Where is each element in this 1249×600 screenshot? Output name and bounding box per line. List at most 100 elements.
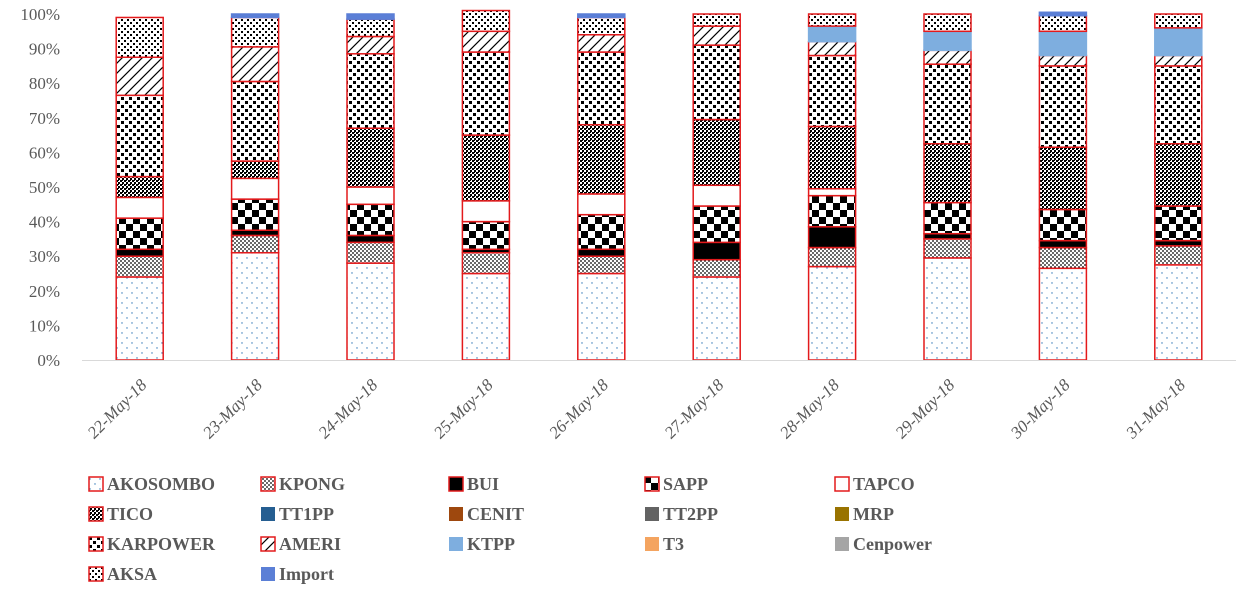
bar-segment-karpower xyxy=(1154,65,1203,145)
bar-segment-ktpp xyxy=(807,25,857,43)
bar-segment-karpower xyxy=(115,94,164,178)
bar-segment-kpong xyxy=(692,258,741,278)
bar-segment-tico xyxy=(461,134,511,202)
bar-segment-bui xyxy=(692,241,741,261)
legend-swatch xyxy=(448,476,464,492)
bar-segment-kpong xyxy=(923,238,972,259)
bar-segment-tapco xyxy=(115,196,164,219)
y-tick-label: 0% xyxy=(37,351,60,370)
bar-segment-kpong xyxy=(1038,246,1088,270)
bar-segment-sapp xyxy=(115,217,164,251)
bar-segment-kpong xyxy=(1154,245,1203,266)
bar-segment-import xyxy=(577,13,626,19)
bar-segment-tico xyxy=(923,143,972,204)
y-tick-label: 50% xyxy=(29,178,60,197)
legend-item-sapp: SAPP xyxy=(644,472,708,496)
legend-label: AKSA xyxy=(107,563,158,584)
bar-segment-aksa xyxy=(1038,14,1088,33)
legend-swatch xyxy=(261,507,275,521)
bar-segment-tico xyxy=(346,127,395,188)
bar-segment-sapp xyxy=(923,201,972,235)
bar-segment-tico xyxy=(230,160,280,180)
legend-item-tt1pp: TT1PP xyxy=(260,502,334,526)
bar-segment-aksa xyxy=(1154,13,1203,29)
legend-label: MRP xyxy=(853,503,894,524)
bar-segment-import xyxy=(1038,11,1088,17)
bar-segment-ameri xyxy=(1154,54,1203,67)
bar-segment-tapco xyxy=(230,177,280,200)
bar-segment-ktpp xyxy=(1154,27,1203,57)
bar-segment-akosombo xyxy=(692,276,741,361)
bar-segment-aksa xyxy=(577,16,626,36)
legend-item-ktpp: KTPP xyxy=(448,532,515,556)
bar-segment-karpower xyxy=(807,54,857,128)
x-tick-label: 27-May-18 xyxy=(661,375,728,442)
bar-segment-bui xyxy=(807,226,857,249)
bar-segment-import xyxy=(346,13,395,20)
legend-label: AMERI xyxy=(279,533,341,554)
bar-segment-tapco xyxy=(346,186,395,206)
bar-segment-aksa xyxy=(230,16,280,48)
bar-segment-tico xyxy=(1154,143,1203,207)
bar-segment-karpower xyxy=(923,63,972,145)
bar-segment-karpower xyxy=(346,53,395,129)
bar-segment-aksa xyxy=(923,13,972,33)
legend-label: TT2PP xyxy=(663,503,719,524)
bar-segment-karpower xyxy=(1038,65,1088,148)
legend-swatch xyxy=(88,476,104,492)
x-tick-label: 25-May-18 xyxy=(430,375,497,442)
legend-item-karpower: KARPOWER xyxy=(88,532,215,556)
bar-segment-tico xyxy=(115,175,164,199)
bar-segment-tapco xyxy=(461,200,511,223)
legend-label: Cenpower xyxy=(853,533,932,554)
bar-segment-kpong xyxy=(461,251,511,275)
bar-segment-ameri xyxy=(577,34,626,53)
legend-swatch xyxy=(835,537,849,551)
legend-swatch xyxy=(88,566,104,582)
legend-item-kpong: KPONG xyxy=(260,472,345,496)
legend-label: KPONG xyxy=(279,473,345,494)
y-tick-label: 100% xyxy=(20,5,60,24)
bar-segment-ktpp xyxy=(1038,30,1088,57)
bar-segment-bui xyxy=(115,248,164,257)
y-tick-label: 70% xyxy=(29,109,60,128)
legend-swatch xyxy=(261,567,275,581)
bar-segment-akosombo xyxy=(115,276,164,361)
bar-segment-akosombo xyxy=(461,272,511,361)
x-tick-label: 24-May-18 xyxy=(314,375,381,442)
bar-segment-akosombo xyxy=(346,262,395,361)
bar-segment-bui xyxy=(1154,239,1203,247)
legend-swatch xyxy=(835,507,849,521)
bar-segment-sapp xyxy=(692,205,741,244)
bar-segment-sapp xyxy=(577,213,626,251)
legend-swatch xyxy=(645,507,659,521)
legend-swatch xyxy=(449,537,463,551)
legend-label: KTPP xyxy=(467,533,515,554)
bar-segment-ameri xyxy=(346,35,395,55)
bar-segment-karpower xyxy=(692,44,741,121)
bar-segment-sapp xyxy=(1038,208,1088,242)
x-tick-label: 30-May-18 xyxy=(1006,375,1074,443)
legend-item-aksa: AKSA xyxy=(88,562,157,586)
bar-segment-sapp xyxy=(807,194,857,228)
bar-segment-tapco xyxy=(807,187,857,197)
legend-item-tt2pp: TT2PP xyxy=(644,502,718,526)
legend-item-t3: T3 xyxy=(644,532,684,556)
bar-segment-bui xyxy=(923,232,972,240)
bar-segment-tico xyxy=(1038,146,1088,211)
legend-item-tapco: TAPCO xyxy=(834,472,915,496)
bar-segment-tico xyxy=(807,125,857,190)
bar-segment-kpong xyxy=(577,255,626,275)
bar-segment-akosombo xyxy=(807,265,857,361)
bar-segment-ameri xyxy=(807,40,857,57)
legend-item-ameri: AMERI xyxy=(260,532,341,556)
legend-label: TT1PP xyxy=(279,503,335,524)
bar-segment-ktpp xyxy=(923,30,972,52)
legend-swatch xyxy=(449,507,463,521)
y-tick-label: 80% xyxy=(29,74,60,93)
legend-swatch xyxy=(645,537,659,551)
bar-segment-ameri xyxy=(923,49,972,65)
bar-segment-akosombo xyxy=(230,251,280,361)
bar-segment-tapco xyxy=(577,193,626,216)
